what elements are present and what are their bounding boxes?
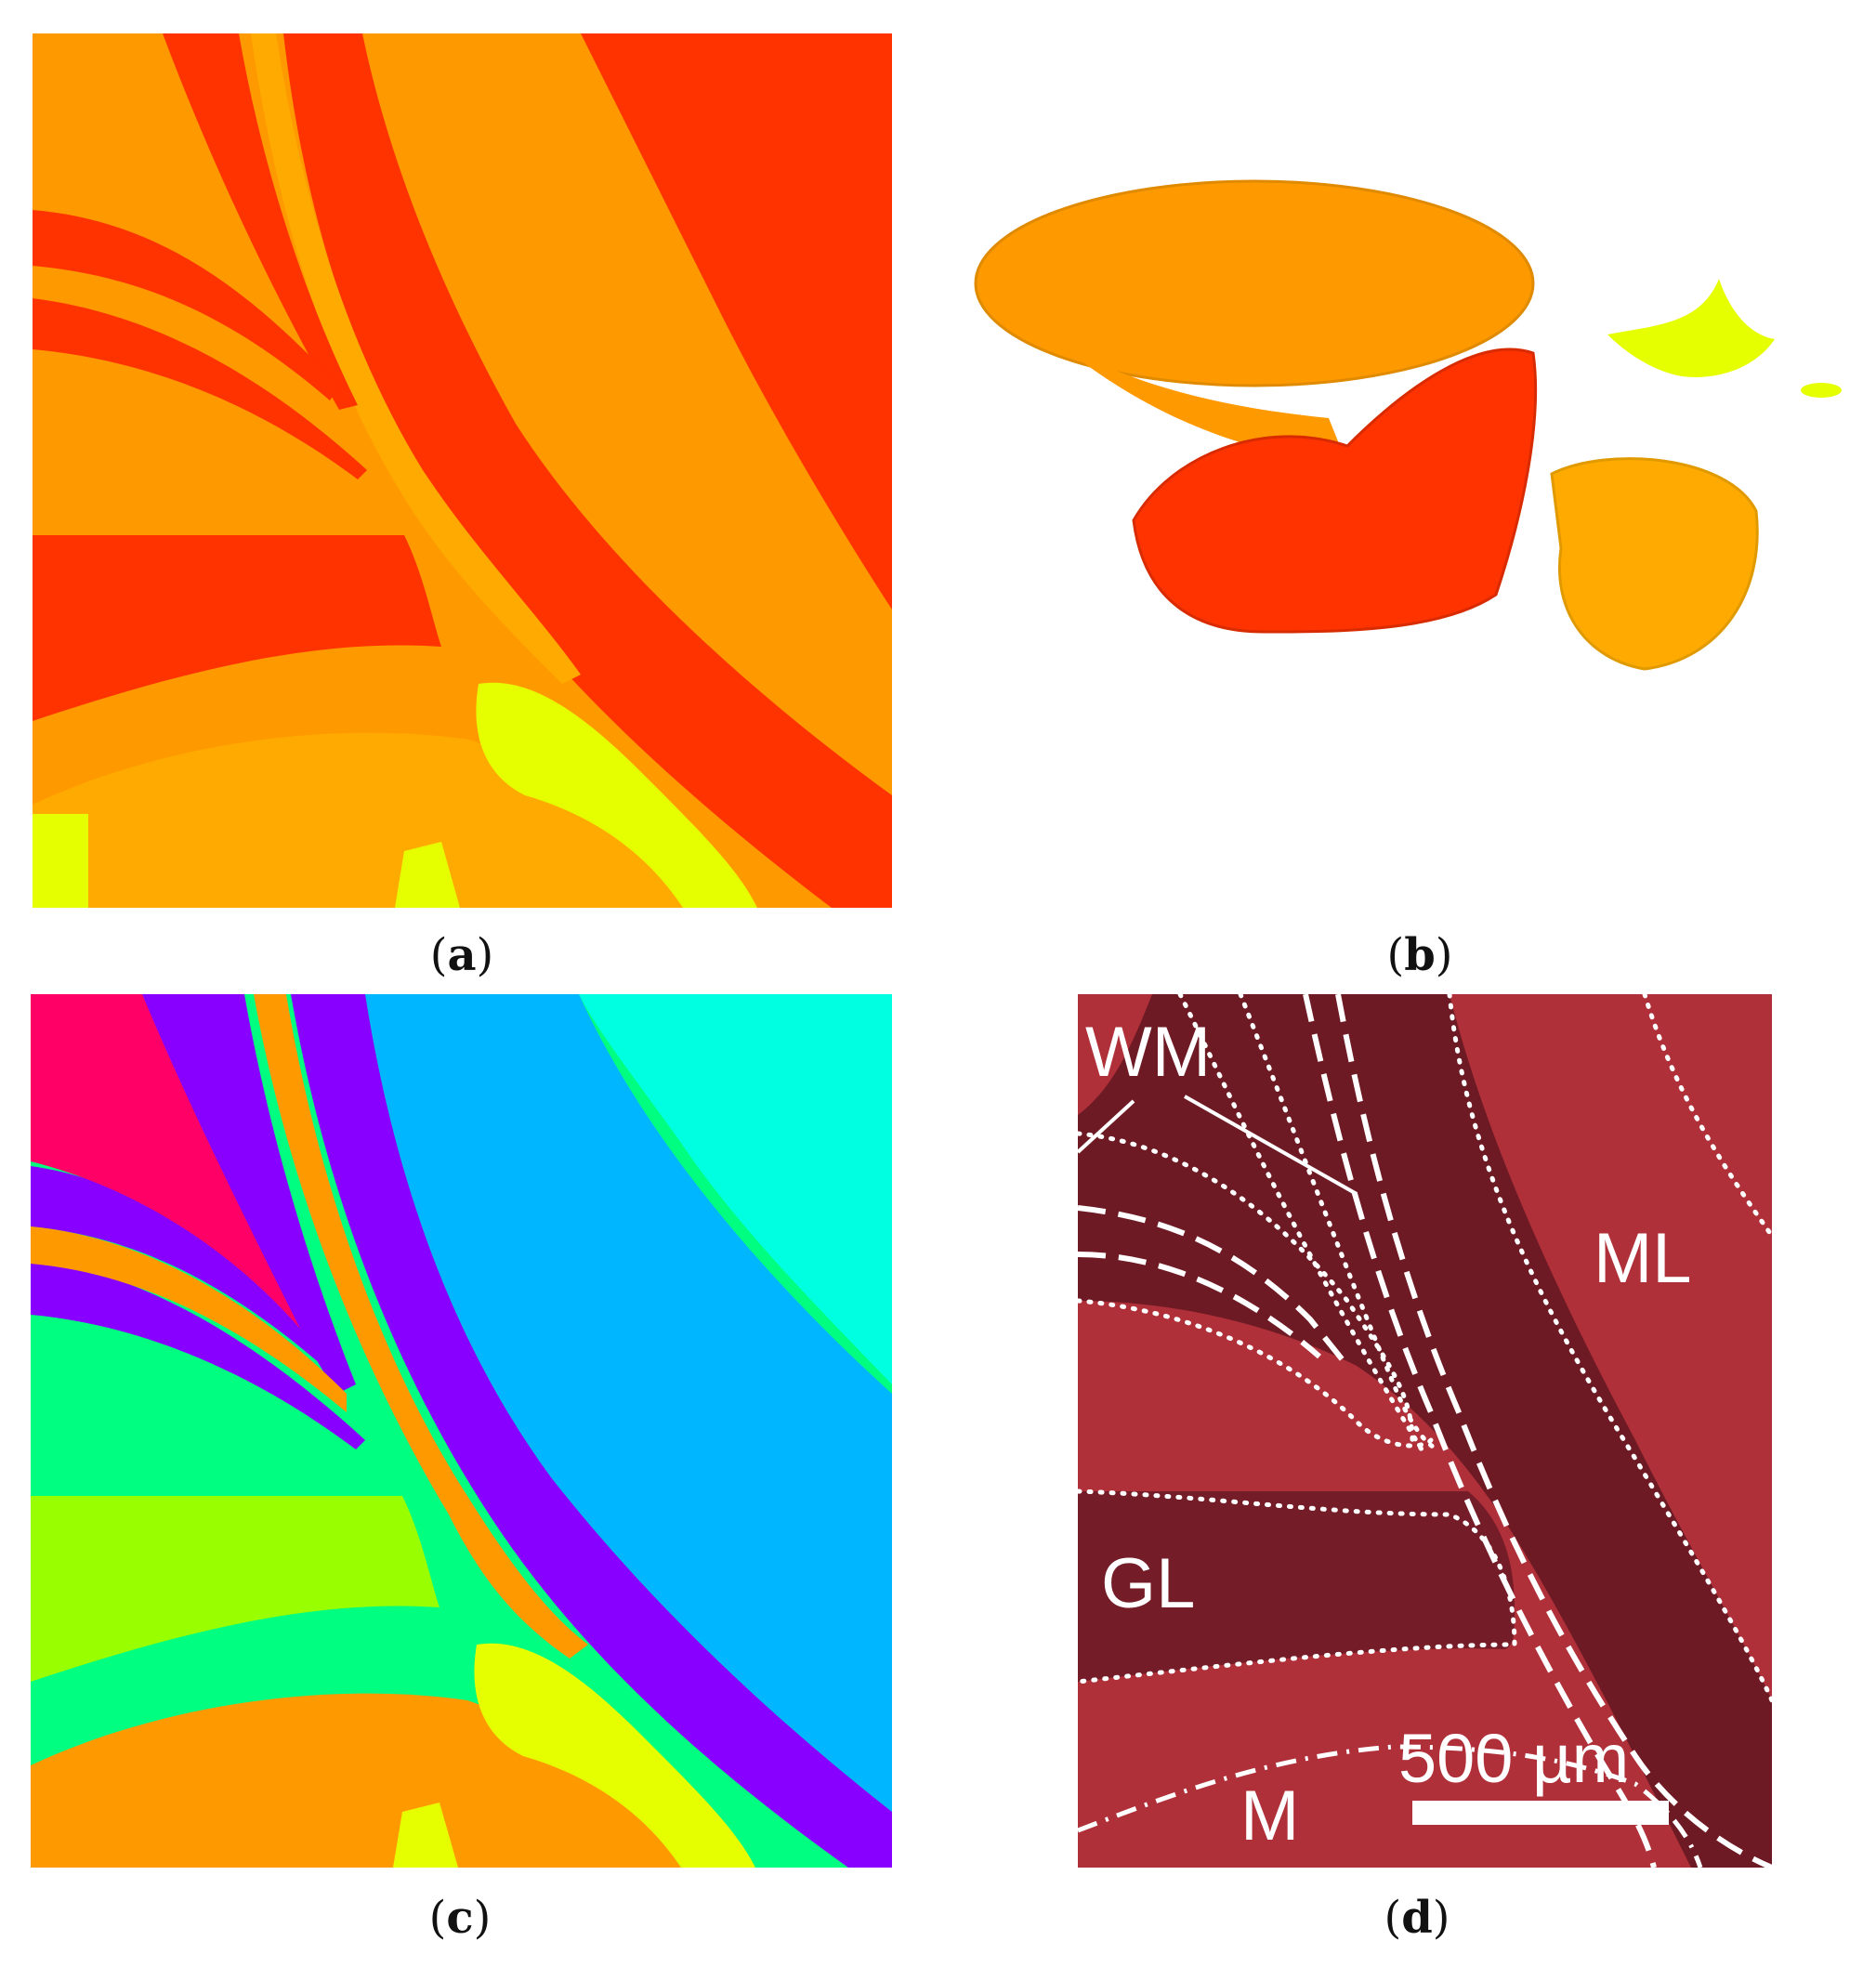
tissue-gl-region <box>1078 1491 1515 1682</box>
label-scale-bar: 500 µm <box>1398 1720 1629 1797</box>
region-purple-fan-3 <box>31 1259 365 1449</box>
label-gl: GL <box>1101 1544 1195 1623</box>
label-ml: ML <box>1594 1219 1692 1298</box>
cluster-red <box>1132 347 1538 634</box>
panel-d-image: WM ML GL M 500 µm <box>1078 994 1772 1868</box>
dashed-lines <box>1078 994 1772 1868</box>
panel-c-segmentation-map <box>31 994 892 1868</box>
region-red-band <box>283 33 892 908</box>
region-magenta <box>31 994 300 1329</box>
panel-b-cluster-scatter <box>957 111 1849 743</box>
caption-b: (b) <box>1386 929 1453 981</box>
region-red-fan-2 <box>33 210 339 400</box>
region-sky-blue <box>365 994 892 1812</box>
region-red-lower-left <box>33 535 441 721</box>
region-red-top-right <box>581 33 892 610</box>
scale-bar <box>1412 1801 1669 1825</box>
tissue-dark-band <box>1078 994 1772 1868</box>
region-purple-fan-2 <box>31 1166 337 1370</box>
region-orange-fan <box>31 1226 347 1412</box>
wm-pointer-right <box>1184 1095 1358 1196</box>
region-lime <box>31 1496 439 1682</box>
panel-b-image <box>974 179 1842 671</box>
region-cyan <box>579 994 892 1384</box>
caption-a: (a) <box>429 929 494 981</box>
region-purple-band <box>291 994 892 1868</box>
region-yellow-tip-c <box>393 1803 458 1868</box>
region-yellow-tip <box>395 842 460 908</box>
region-orange-stripe <box>254 994 588 1659</box>
panel-a-image <box>33 33 892 908</box>
panel-a-segmentation-map <box>33 33 892 908</box>
region-red-fan-1 <box>163 33 358 410</box>
panel-d-histology: WM ML GL M 500 µm <box>1078 994 1772 1868</box>
cluster-orange-large <box>974 179 1535 387</box>
label-wm: WM <box>1085 1013 1211 1092</box>
cluster-yellow-small <box>1801 383 1842 398</box>
caption-d: (d) <box>1384 1892 1450 1944</box>
panel-c-image <box>31 994 892 1868</box>
cluster-orange-tail <box>1059 344 1347 465</box>
label-m: M <box>1240 1777 1299 1855</box>
dotted-boundaries <box>1078 994 1772 1703</box>
region-light-orange-stripe <box>251 33 581 684</box>
cluster-yellow <box>1607 279 1775 377</box>
region-yellow-corner <box>33 814 88 908</box>
cluster-light-orange <box>1550 457 1759 671</box>
caption-c: (c) <box>428 1892 492 1944</box>
region-red-fan-3 <box>33 298 367 479</box>
region-purple-fan-1 <box>142 994 356 1394</box>
region-yellow <box>476 682 757 908</box>
wm-pointer-left <box>1078 1099 1135 1154</box>
region-yellow-c <box>474 1643 755 1868</box>
